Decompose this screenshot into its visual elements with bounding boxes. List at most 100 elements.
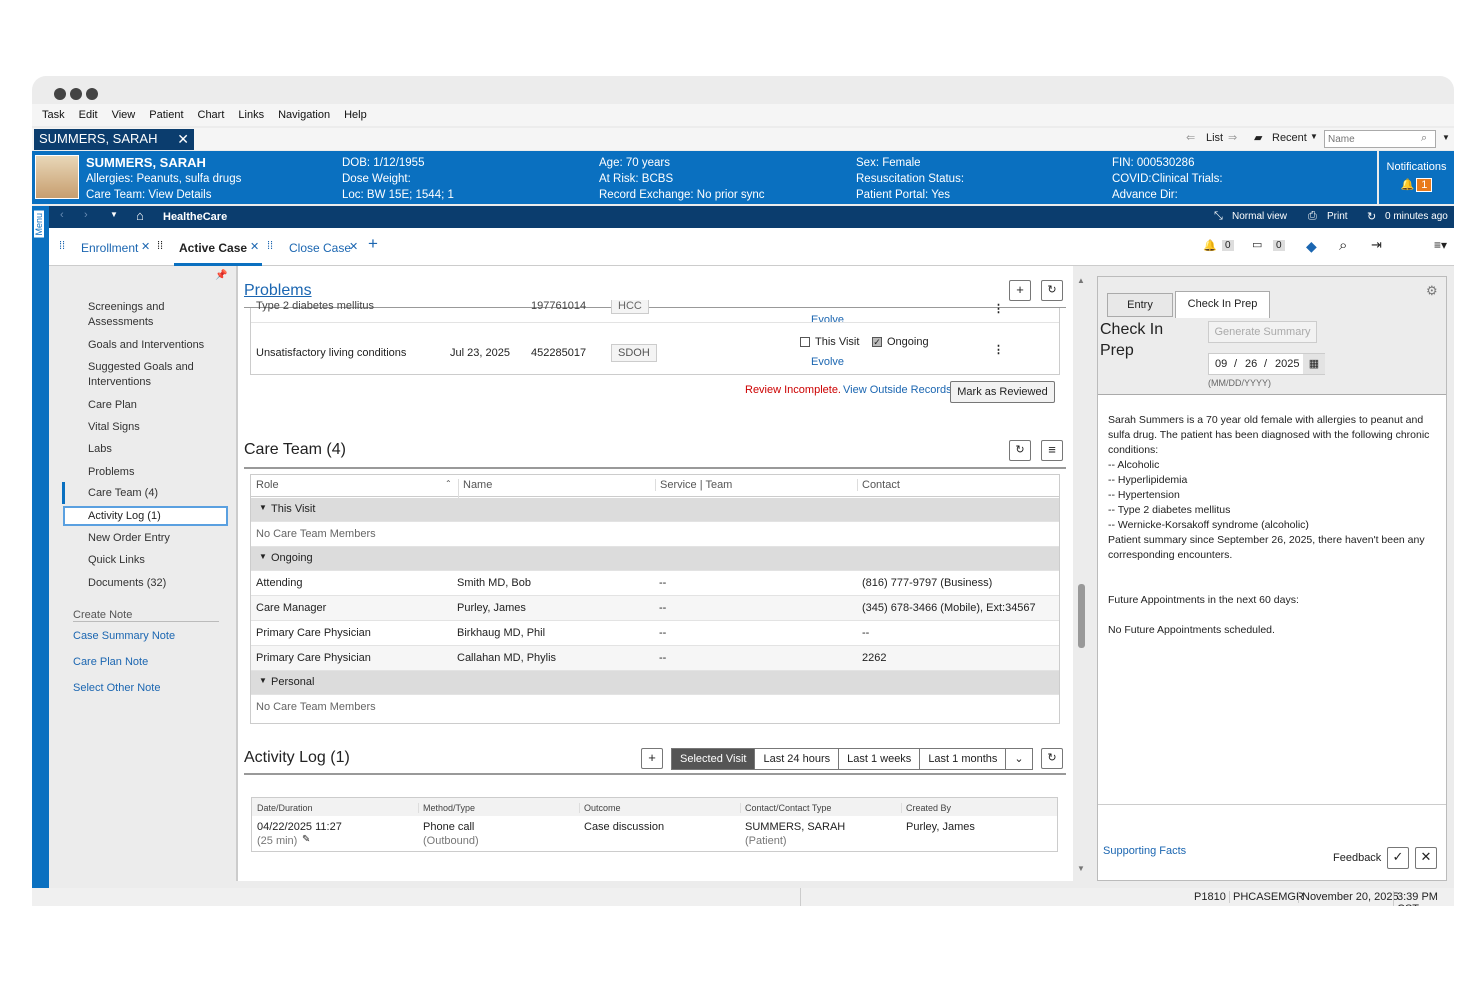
- column-contact[interactable]: Contact: [857, 479, 900, 491]
- forward-icon[interactable]: ›: [84, 209, 88, 221]
- home-icon[interactable]: ⌂: [136, 208, 144, 223]
- case-summary-note-link[interactable]: Case Summary Note: [73, 630, 176, 642]
- evolve-link[interactable]: Evolve: [811, 314, 845, 323]
- history-dropdown-icon[interactable]: ▼: [110, 210, 118, 219]
- recent-chevron-icon[interactable]: ▼: [1310, 132, 1318, 141]
- bell-icon[interactable]: 🔔: [1203, 240, 1217, 252]
- ongoing-checkbox[interactable]: ✓: [872, 337, 882, 347]
- care-team-menu-button[interactable]: ≡: [1041, 440, 1063, 461]
- note-icon[interactable]: ✎: [302, 834, 311, 845]
- menu-edit[interactable]: Edit: [78, 109, 98, 121]
- back-icon[interactable]: ‹: [60, 209, 64, 221]
- inbox-icon[interactable]: ▭: [1252, 239, 1263, 251]
- menu-rail[interactable]: Menu: [32, 206, 49, 906]
- column-contact[interactable]: Contact/Contact Type: [740, 803, 831, 813]
- tab-enrollment[interactable]: Enrollment: [81, 241, 139, 255]
- refresh-care-team-button[interactable]: ↻: [1009, 440, 1031, 461]
- tab-active-case[interactable]: Active Case: [174, 236, 262, 266]
- more-icon[interactable]: ⋮: [993, 344, 1004, 356]
- add-problem-button[interactable]: +: [1009, 280, 1031, 301]
- supporting-facts-link[interactable]: Supporting Facts: [1103, 845, 1187, 857]
- view-outside-records-link[interactable]: View Outside Records: [843, 384, 952, 396]
- close-active-case-icon[interactable]: ✕: [250, 241, 260, 253]
- gear-icon[interactable]: ⚙: [1426, 283, 1438, 298]
- nav-care-plan[interactable]: Care Plan: [88, 399, 137, 411]
- notifications-panel[interactable]: Notifications 🔔 1: [1379, 151, 1454, 204]
- problems-title[interactable]: Problems: [244, 282, 312, 299]
- date-month[interactable]: 09: [1215, 358, 1228, 370]
- chevron-down-icon[interactable]: ⌄: [1014, 753, 1024, 765]
- drag-handle-icon[interactable]: ⁞⁞: [267, 240, 274, 252]
- menu-patient[interactable]: Patient: [149, 109, 184, 121]
- calendar-icon[interactable]: ▦: [1303, 354, 1325, 374]
- nav-new-order[interactable]: New Order Entry: [88, 532, 170, 544]
- search-icon[interactable]: ⌕: [1339, 237, 1348, 254]
- nav-problems[interactable]: Problems: [88, 466, 135, 478]
- evolve-link[interactable]: Evolve: [811, 356, 845, 368]
- table-row[interactable]: Care Manager Purley, James -- (345) 678-346…: [251, 596, 1059, 621]
- table-row[interactable]: 04/22/2025 11:27 (25 min) ✎ Phone call (…: [252, 818, 1057, 852]
- menu-rail-label[interactable]: Menu: [34, 211, 44, 238]
- problem-row-1[interactable]: Unsatisfactory living conditions Jul 23,…: [251, 331, 1059, 375]
- add-tab-button[interactable]: +: [368, 234, 378, 253]
- group-personal[interactable]: ▼ Personal: [251, 671, 1059, 695]
- close-enrollment-icon[interactable]: ✕: [141, 241, 151, 253]
- problem-row-0[interactable]: Type 2 diabetes mellitus 197761014 HCC E…: [251, 300, 1059, 323]
- mark-as-reviewed-button[interactable]: Mark as Reviewed: [950, 381, 1055, 403]
- care-plan-note-link[interactable]: Care Plan Note: [73, 656, 149, 668]
- back-arrow-icon[interactable]: ⇐: [1186, 132, 1196, 144]
- table-row[interactable]: Attending Smith MD, Bob -- (816) 777-9797 (…: [251, 571, 1059, 596]
- dropdown-icon[interactable]: ▼: [1442, 133, 1450, 142]
- column-outcome[interactable]: Outcome: [579, 803, 621, 813]
- scroll-down-icon[interactable]: ▼: [1077, 864, 1085, 873]
- normal-view-button[interactable]: Normal view: [1232, 211, 1288, 222]
- care-team-link[interactable]: Care Team: View Details: [86, 189, 212, 201]
- tab-entry[interactable]: Entry: [1107, 293, 1173, 317]
- options-menu-icon[interactable]: ≡▾: [1434, 238, 1448, 252]
- menu-links[interactable]: Links: [238, 109, 265, 121]
- nav-suggested-goals[interactable]: Suggested Goals and Interventions: [88, 361, 194, 388]
- nav-quick-links[interactable]: Quick Links: [88, 554, 145, 566]
- tag-icon[interactable]: ◆: [1306, 238, 1317, 254]
- filter-selected-visit[interactable]: Selected Visit: [672, 749, 756, 769]
- patient-search-input[interactable]: [1324, 130, 1436, 148]
- menu-task[interactable]: Task: [42, 109, 65, 121]
- sort-icon[interactable]: ⌃: [445, 479, 452, 488]
- menu-help[interactable]: Help: [344, 109, 367, 121]
- select-other-note-link[interactable]: Select Other Note: [73, 682, 161, 694]
- splitter[interactable]: [236, 266, 238, 881]
- column-role[interactable]: Role: [256, 479, 279, 491]
- forward-arrow-icon[interactable]: ⇒: [1228, 132, 1238, 144]
- menu-chart[interactable]: Chart: [197, 109, 225, 121]
- search-icon[interactable]: ⌕: [1421, 132, 1428, 144]
- nav-activity-log-box[interactable]: Activity Log (1): [63, 506, 228, 526]
- column-date[interactable]: Date/Duration: [257, 803, 313, 813]
- recent-label[interactable]: Recent: [1272, 132, 1307, 144]
- nav-screenings[interactable]: Screenings and Assessments: [88, 301, 165, 328]
- drag-handle-icon[interactable]: ⁞⁞: [59, 240, 66, 252]
- date-year[interactable]: 2025: [1275, 358, 1300, 370]
- refresh-problems-button[interactable]: ↻: [1041, 280, 1063, 301]
- add-activity-button[interactable]: +: [641, 748, 663, 769]
- date-day[interactable]: 26: [1245, 358, 1258, 370]
- filter-last-1-weeks[interactable]: Last 1 weeks: [839, 749, 921, 769]
- column-name[interactable]: Name: [458, 479, 492, 500]
- scrollbar-thumb[interactable]: [1078, 584, 1085, 648]
- refresh-activity-button[interactable]: ↻: [1041, 748, 1063, 769]
- table-row[interactable]: Primary Care Physician Birkhaug MD, Phil -…: [251, 621, 1059, 646]
- nav-care-team[interactable]: Care Team (4): [88, 487, 159, 499]
- more-icon[interactable]: ⋮: [993, 303, 1004, 315]
- drag-handle-icon[interactable]: ⁞⁞: [157, 240, 164, 252]
- collapse-panel-icon[interactable]: ⇥: [1371, 237, 1382, 252]
- tab-check-in-prep[interactable]: Check In Prep: [1175, 291, 1270, 318]
- generate-summary-button[interactable]: Generate Summary: [1208, 321, 1317, 343]
- close-icon[interactable]: ✕: [177, 131, 189, 147]
- group-this-visit[interactable]: ▼ This Visit: [251, 498, 1059, 522]
- close-close-case-icon[interactable]: ✕: [349, 241, 359, 253]
- tab-close-case[interactable]: Close Case: [289, 241, 352, 255]
- this-visit-checkbox[interactable]: [800, 337, 810, 347]
- patient-tab[interactable]: SUMMERS, SARAH ✕: [34, 129, 194, 150]
- menu-navigation[interactable]: Navigation: [278, 109, 331, 121]
- column-method[interactable]: Method/Type: [418, 803, 475, 813]
- reject-icon[interactable]: ✕: [1415, 847, 1437, 869]
